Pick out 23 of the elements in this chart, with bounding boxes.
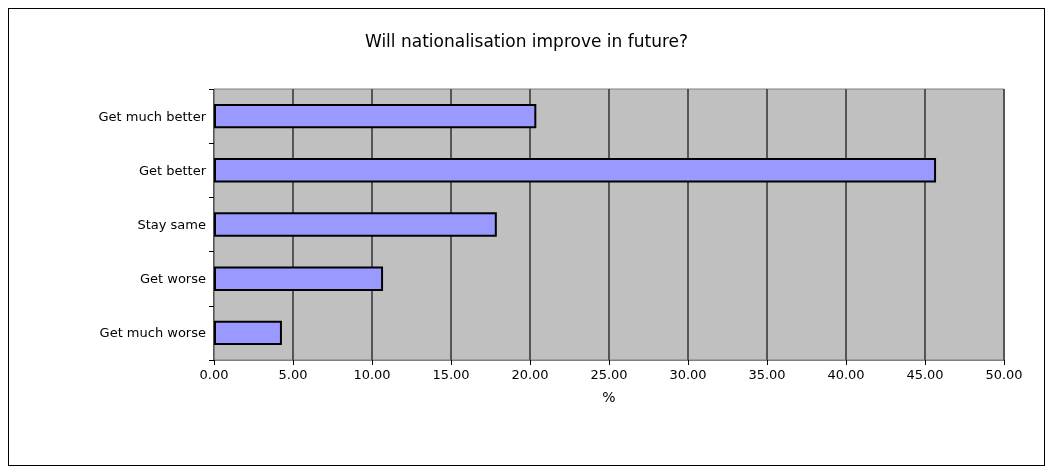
bar [214,320,282,346]
x-tick-label: 45.00 [906,367,944,382]
y-tick-label: Get much worse [99,325,206,341]
x-axis-title: % [602,389,616,405]
bar [214,212,497,237]
x-tick-label: 5.00 [278,367,308,382]
y-tick-label: Stay same [137,217,206,232]
x-tick-label: 0.00 [199,367,229,382]
y-tick-label: Get worse [139,271,206,287]
bar [214,103,537,129]
x-tick-label: 10.00 [353,367,391,382]
y-tick-label: Get better [138,162,207,178]
x-tick-label: 25.00 [590,367,628,382]
y-tick-label: Get much better [98,108,207,124]
bar [214,158,937,183]
x-tick-label: 35.00 [748,367,786,382]
x-tick-label: 20.00 [511,367,549,382]
x-tick-label: 50.00 [985,367,1023,382]
x-tick-label: 30.00 [669,367,707,382]
bar [214,266,384,291]
x-tick-label: 40.00 [827,367,865,382]
x-tick-label: 15.00 [432,367,470,382]
chart-title: Will nationalisation improve in future? [364,30,689,51]
